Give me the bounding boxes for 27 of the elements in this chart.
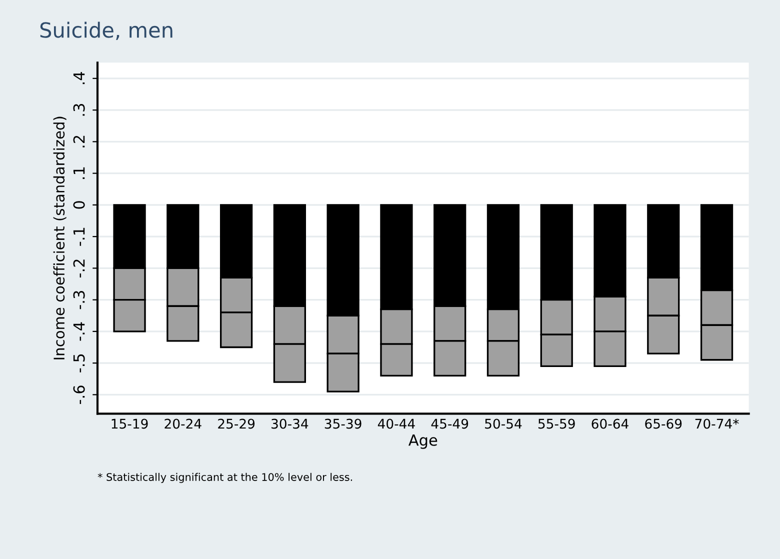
x-tick-label: 45-49 [431,418,468,429]
y-tick-label: .4 [73,72,85,84]
y-tick-label: -.3 [73,290,85,310]
x-tick-label: 15-19 [112,418,148,429]
y-tick-label: .3 [73,104,85,116]
x-tick-label: 40-44 [378,418,415,429]
x-tick-label: 60-64 [592,418,628,429]
x-tick-label: 20-24 [164,418,202,429]
x-tick-label: 25-29 [218,418,255,429]
x-tick-label: 70-74* [695,418,739,429]
x-axis-title: Age [408,434,438,449]
y-tick-label: 0 [73,201,85,209]
y-tick-label: -.1 [73,228,85,246]
y-tick-label: -.2 [73,260,85,278]
chart-title: Suicide, men [40,22,172,40]
x-tick-label: 55-59 [538,418,575,429]
y-tick-label: .2 [73,136,85,148]
x-tick-label: 30-34 [272,418,308,429]
y-tick-label: .1 [73,167,85,179]
x-tick-label: 50-54 [485,418,522,429]
x-tick-label: 65-69 [645,418,682,429]
text: * Statistically significant at the 10% level or less. [98,472,352,483]
y-axis-title: Income coefficient (standardized) [53,116,66,360]
x-tick-label: 35-39 [324,418,362,429]
y-tick-label: -.4 [73,322,85,341]
y-tick-label: -.6 [73,386,85,404]
y-tick-label: -.5 [73,354,85,372]
